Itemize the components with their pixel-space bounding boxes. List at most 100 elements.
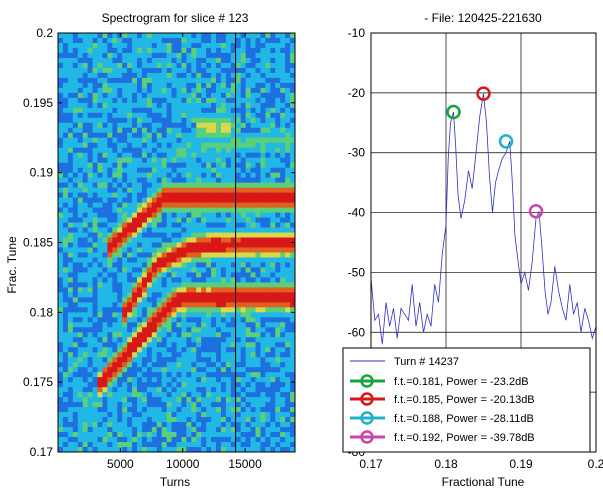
heatmap-cell [82,82,89,89]
heatmap-cell [107,202,113,209]
heatmap-cell [161,37,168,44]
heatmap-cell [67,297,74,303]
heatmap-cell [161,42,168,49]
heatmap-cell [230,72,237,79]
heatmap-cell [245,172,252,179]
heatmap-cell [245,317,252,323]
heatmap-cell [112,277,118,283]
heatmap-cell [275,312,281,318]
heatmap-cell [216,157,222,164]
heatmap-cell [137,177,143,184]
heatmap-cell [235,332,242,338]
heatmap-cell [285,37,291,44]
heatmap-cell [225,382,232,388]
heatmap-cell [156,177,163,184]
heatmap-cell [201,232,207,239]
heatmap-cell [220,412,227,418]
heatmap-cell [290,352,296,358]
heatmap-cell [127,127,133,134]
heatmap-cell [206,92,212,99]
heatmap-cell [146,187,153,194]
heatmap-cell [176,332,182,338]
heatmap-cell [206,187,212,194]
heatmap-cell [196,87,202,94]
heatmap-cell [206,337,212,343]
heatmap-cell [270,282,276,288]
heatmap-cell [112,337,118,343]
heatmap-cell [92,132,98,139]
heatmap-cell [141,287,148,293]
heatmap-cell [67,232,74,239]
heatmap-cell [112,247,118,253]
heatmap-cell [235,67,242,74]
heatmap-cell [82,292,89,298]
heatmap-cell [280,377,286,383]
heatmap-cell [112,117,118,124]
heatmap-cell [67,432,74,438]
heatmap-cell [230,307,237,313]
heatmap-cell [225,162,232,169]
heatmap-cell [112,187,118,194]
heatmap-cell [82,57,89,64]
heatmap-cell [141,357,148,363]
heatmap-cell [176,392,182,398]
heatmap-cell [97,317,103,323]
heatmap-cell [146,417,153,423]
heatmap-cell [260,92,266,99]
heatmap-cell [156,312,163,318]
heatmap-cell [166,147,173,154]
heatmap-cell [250,342,256,348]
heatmap-cell [176,437,182,443]
spectrogram-panel: Spectrogram for slice # 123 5000 10000 150… [5,11,296,489]
heatmap-cell [250,357,256,363]
heatmap-cell [181,372,187,378]
heatmap-cell [141,152,148,159]
heatmap-cell [117,397,123,403]
heatmap-cell [122,292,128,298]
heatmap-cell [161,47,168,54]
heatmap-cell [230,327,237,333]
heatmap-cell [166,137,173,144]
heatmap-cell [201,137,207,144]
heatmap-cell [137,392,143,398]
heatmap-cell [166,322,173,328]
heatmap-cell [211,302,217,308]
heatmap-cell [161,257,168,263]
heatmap-cell [201,382,207,388]
heatmap-cell [102,167,108,174]
heatmap-cell [275,302,281,308]
heatmap-cell [186,362,192,368]
heatmap-cell [265,72,271,79]
heatmap-cell [176,347,182,353]
heatmap-cell [285,137,291,144]
heatmap-cell [127,33,133,39]
heatmap-cell [77,412,84,418]
heatmap-cell [127,242,133,248]
heatmap-cell [87,372,94,378]
heatmap-cell [275,282,281,288]
heatmap-cell [151,402,158,408]
heatmap-cell [151,222,158,229]
heatmap-cell [141,137,148,144]
heatmap-cell [151,122,158,129]
heatmap-cell [62,33,69,39]
heatmap-cell [245,282,252,288]
heatmap-cell [151,252,158,258]
heatmap-cell [122,67,128,74]
heatmap-cell [107,372,113,378]
heatmap-cell [255,37,261,44]
heatmap-cell [181,407,187,413]
heatmap-cell [275,47,281,54]
heatmap-cell [107,432,113,438]
heatmap-cell [107,427,113,433]
heatmap-cell [102,147,108,154]
heatmap-cell [77,397,84,403]
heatmap-cell [240,192,247,199]
heatmap-cell [260,177,266,184]
heatmap-cell [191,362,197,368]
heatmap-cell [191,447,197,453]
heatmap-cell [191,62,197,69]
heatmap-cell [132,217,138,224]
heatmap-cell [216,212,222,219]
heatmap-cell [161,347,168,353]
